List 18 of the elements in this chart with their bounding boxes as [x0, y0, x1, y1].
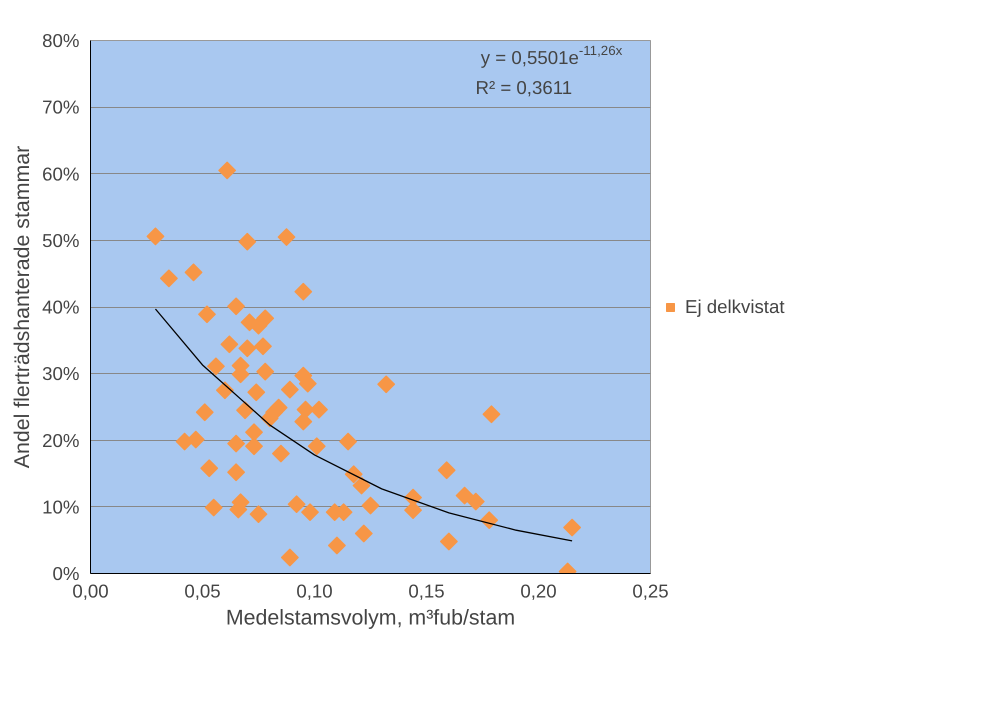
- y-tick-label: 20%: [42, 430, 80, 451]
- annotation: R² = 0,3611: [475, 77, 572, 98]
- x-tick-label: 0,20: [520, 580, 557, 602]
- y-tick-label: 10%: [42, 496, 80, 518]
- x-tick-label: 0,05: [184, 580, 221, 602]
- y-tick-label: 80%: [42, 30, 80, 51]
- y-tick-label: 70%: [42, 96, 80, 118]
- x-tick-label: 0,15: [408, 580, 445, 602]
- x-tick-label: 0,10: [296, 580, 333, 602]
- x-axis-title: Medelstamsvolym, m³fub/stam: [226, 606, 516, 630]
- y-tick-label: 40%: [42, 296, 80, 318]
- legend-label: Ej delkvistat: [685, 296, 785, 318]
- line-series: [154, 308, 573, 542]
- y-axis-title: Andel flerträdshanterade stammar: [10, 146, 34, 468]
- y-tick-label: 50%: [42, 230, 80, 251]
- y-tick-label: 30%: [42, 363, 80, 384]
- y-tick-label: 60%: [42, 163, 80, 184]
- x-tick-label: 0,25: [632, 580, 669, 602]
